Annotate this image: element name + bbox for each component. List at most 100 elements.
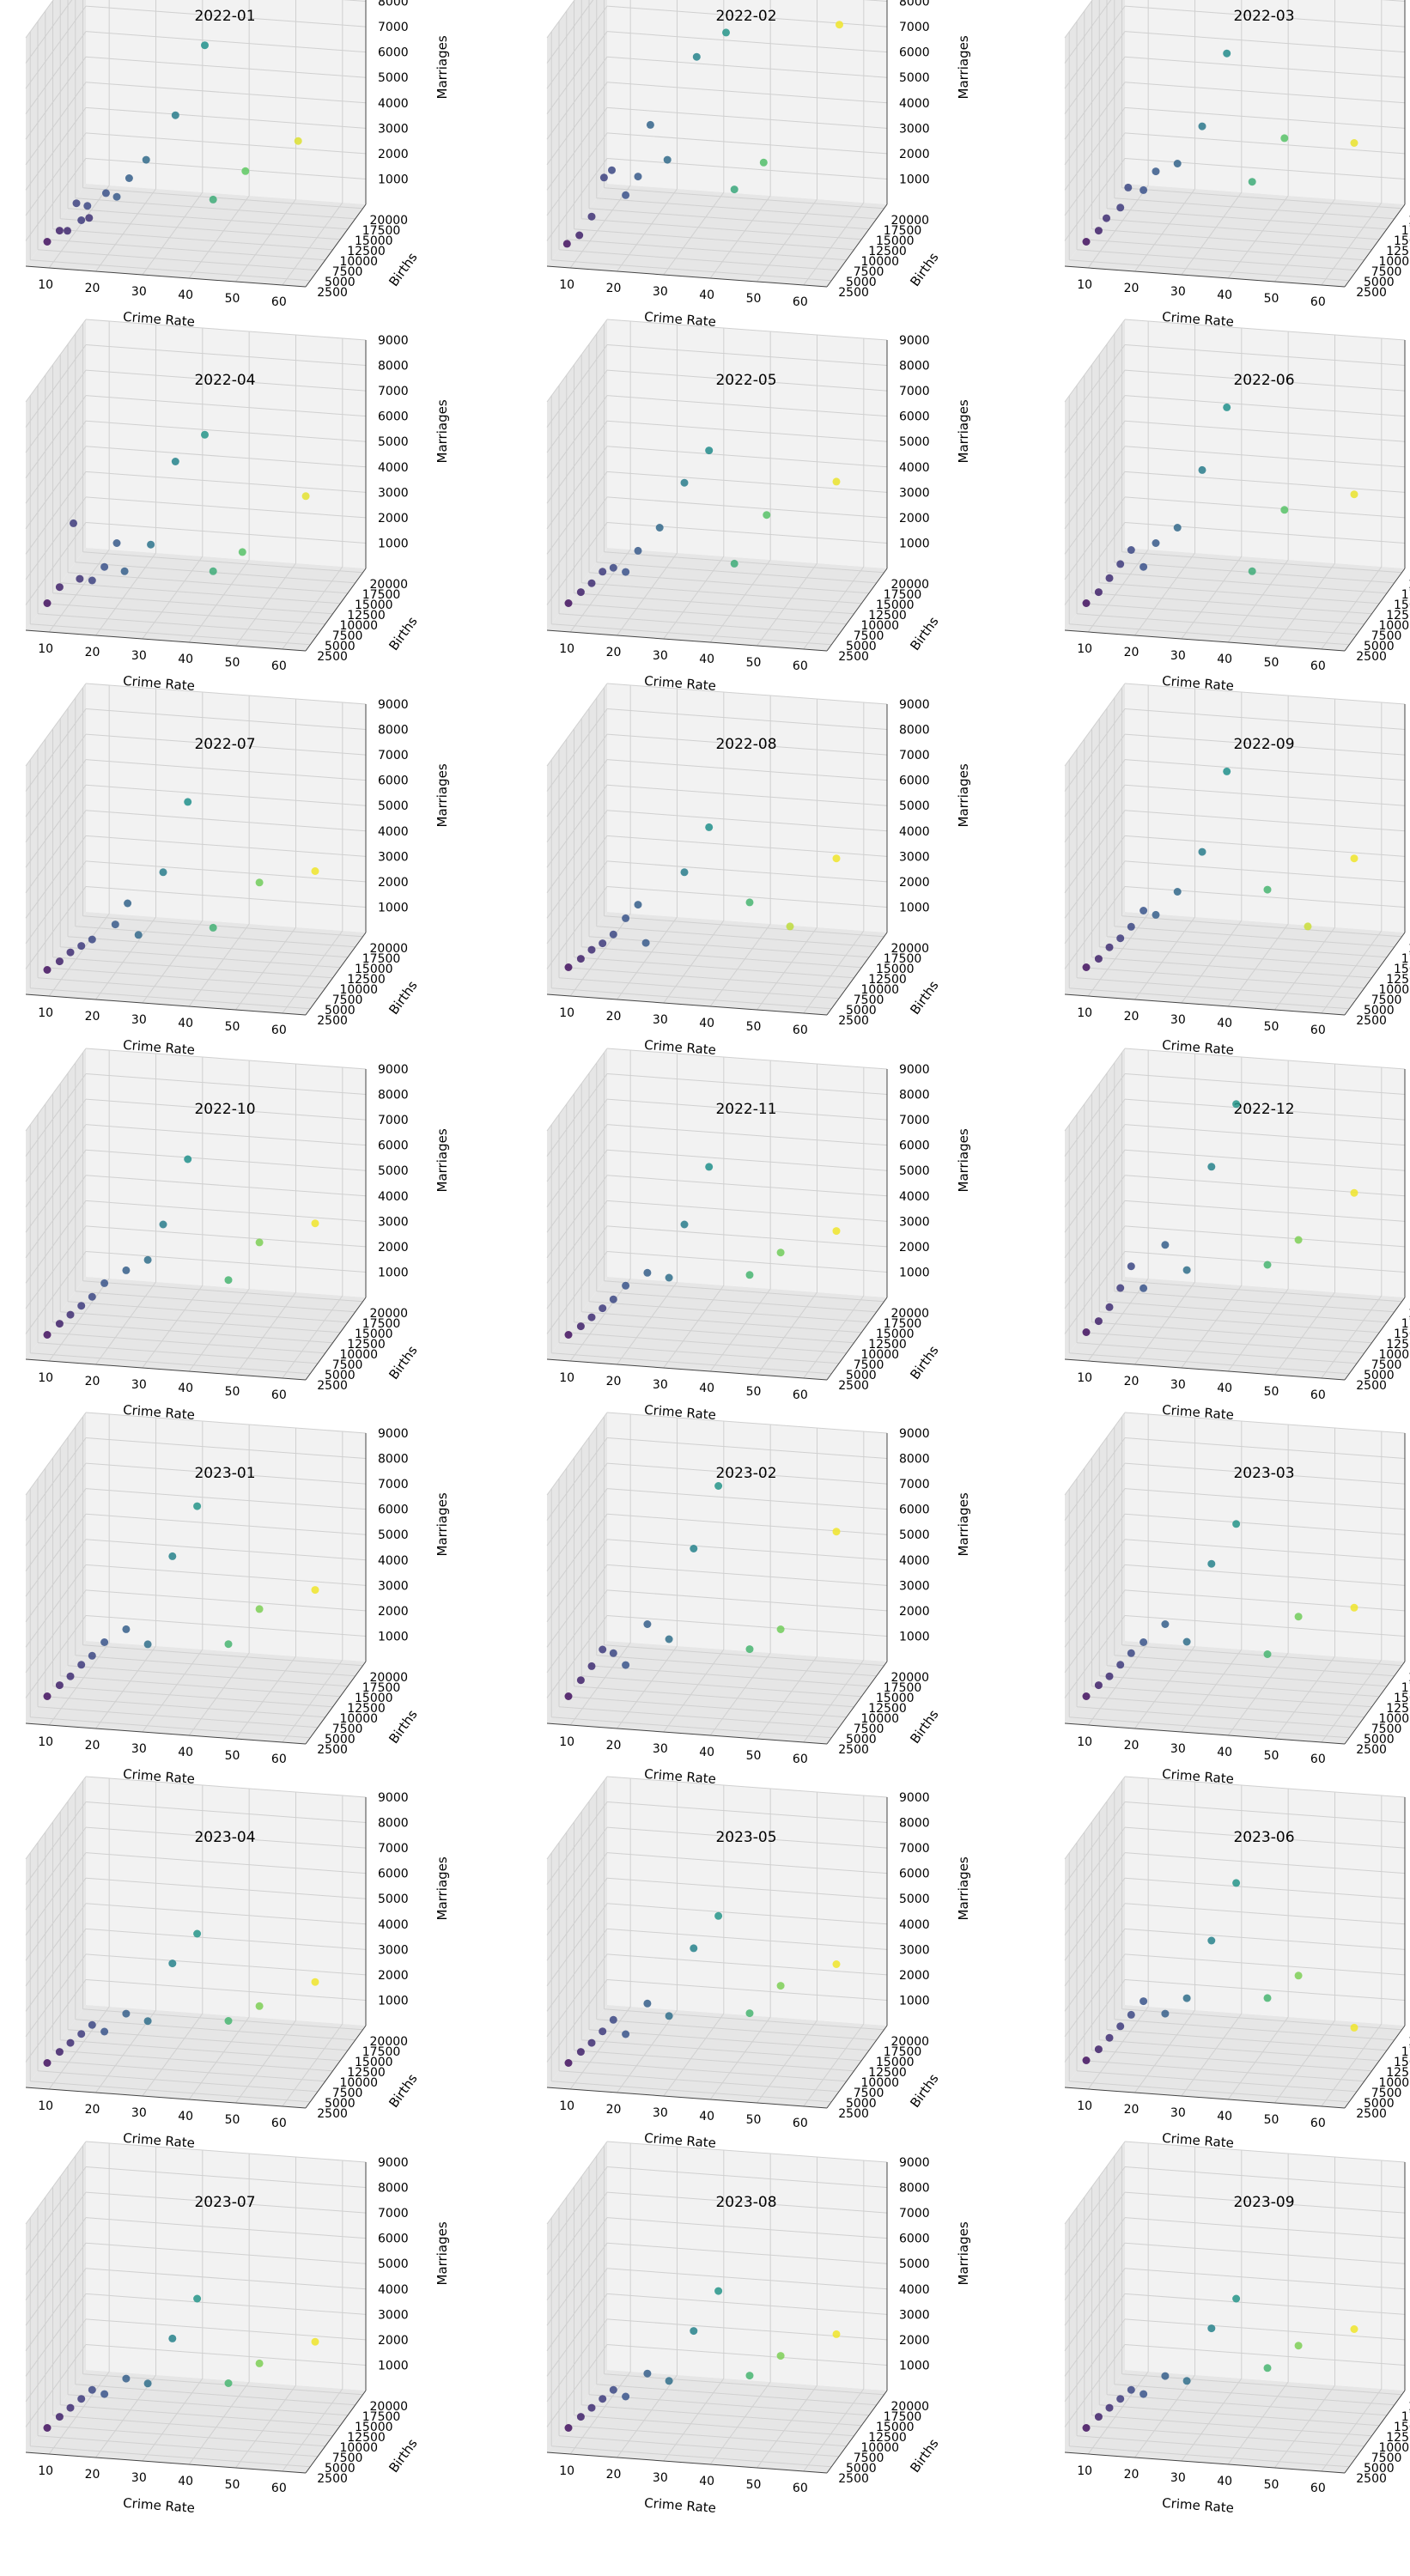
y-axis-label: Births <box>907 2071 941 2111</box>
z-tick-label: 2000 <box>899 1969 930 1983</box>
x-tick-label: 50 <box>225 1020 240 1034</box>
x-tick-label: 30 <box>1170 2106 1186 2120</box>
z-axis-label: Marriages <box>435 399 450 463</box>
pane-back <box>86 1777 366 2026</box>
data-point <box>201 431 209 439</box>
data-point <box>1295 1613 1303 1620</box>
x-tick-label: 50 <box>746 2113 762 2127</box>
pane-back <box>1125 2142 1405 2391</box>
data-point <box>144 1640 152 1648</box>
z-tick-label: 2000 <box>899 512 930 526</box>
data-point <box>1124 184 1132 191</box>
z-tick-label: 4000 <box>899 1190 930 1204</box>
x-tick-label: 40 <box>1217 2475 1232 2488</box>
z-tick-label: 5000 <box>378 435 409 449</box>
z-tick-label: 1000 <box>378 1994 409 2008</box>
subplot-2022-12: 1020304050602500500075001000012500150001… <box>1065 1048 1410 1423</box>
x-tick-label: 30 <box>131 2471 147 2485</box>
x-tick-label: 50 <box>1264 1020 1279 1034</box>
data-point <box>833 477 841 485</box>
data-point <box>256 2360 264 2367</box>
data-point <box>122 1625 130 1633</box>
data-point <box>1106 1303 1114 1311</box>
data-point <box>599 1304 606 1312</box>
data-point <box>1140 1285 1147 1292</box>
data-point <box>44 2424 52 2432</box>
data-point <box>1106 944 1114 951</box>
x-axis-label: Crime Rate <box>123 2495 196 2516</box>
data-point <box>312 867 319 875</box>
data-point <box>1223 404 1231 411</box>
subplot-title: 2022-06 <box>1233 372 1294 389</box>
data-point <box>1095 955 1103 963</box>
y-axis-label: Births <box>386 1707 420 1747</box>
z-tick-label: 5000 <box>899 71 930 85</box>
subplot-title: 2023-07 <box>194 2194 255 2211</box>
x-tick-label: 20 <box>606 1739 622 1753</box>
x-tick-label: 20 <box>606 2468 622 2482</box>
data-point <box>147 541 155 549</box>
z-tick-label: 2000 <box>899 876 930 890</box>
data-point <box>833 854 841 862</box>
x-tick-label: 10 <box>1077 642 1092 656</box>
x-tick-label: 60 <box>271 1388 287 1402</box>
data-point <box>622 2031 629 2038</box>
data-point <box>64 227 71 234</box>
subplot-title: 2022-01 <box>194 8 255 25</box>
x-tick-label: 30 <box>131 1742 147 1756</box>
data-point <box>77 2030 85 2038</box>
data-point <box>56 1320 64 1327</box>
data-point <box>144 1256 152 1264</box>
y-tick-label: 20000 <box>891 1671 930 1685</box>
z-tick-label: 7000 <box>899 1114 930 1127</box>
x-tick-label: 30 <box>653 1742 668 1756</box>
data-point <box>144 2379 152 2387</box>
pane-back <box>86 1048 366 1297</box>
x-tick-label: 60 <box>271 295 287 309</box>
data-point <box>1223 768 1231 775</box>
data-point <box>256 878 264 886</box>
x-tick-label: 40 <box>699 2475 714 2488</box>
data-point <box>113 193 121 201</box>
z-tick-label: 8000 <box>378 1453 409 1467</box>
z-tick-label: 8000 <box>899 1817 930 1831</box>
z-tick-label: 7000 <box>899 1478 930 1492</box>
data-point <box>124 900 131 908</box>
z-tick-label: 4000 <box>378 825 409 839</box>
x-tick-label: 30 <box>1170 285 1186 299</box>
x-tick-label: 20 <box>85 1010 100 1024</box>
data-point <box>1232 2295 1240 2303</box>
z-axis-label: Marriages <box>435 1856 450 1920</box>
data-point <box>1095 2413 1103 2421</box>
z-tick-label: 9000 <box>378 1063 409 1077</box>
data-point <box>665 1274 673 1282</box>
y-axis-label: Births <box>907 614 941 653</box>
data-point <box>763 511 770 519</box>
data-point <box>1249 178 1256 185</box>
subplot-title: 2022-05 <box>715 372 776 389</box>
data-point <box>168 1959 176 1967</box>
z-tick-label: 9000 <box>899 1791 930 1805</box>
data-point <box>184 1156 191 1163</box>
z-tick-label: 4000 <box>899 97 930 111</box>
pane-back <box>1125 683 1405 933</box>
z-tick-label: 7000 <box>378 749 409 762</box>
z-tick-label: 9000 <box>899 334 930 348</box>
z-tick-label: 2000 <box>899 2334 930 2348</box>
data-point <box>1264 2364 1272 2372</box>
data-point <box>144 2017 152 2025</box>
data-point <box>77 2395 85 2403</box>
z-axis-label: Marriages <box>435 2221 450 2285</box>
z-tick-label: 5000 <box>378 1164 409 1178</box>
x-tick-label: 50 <box>225 2113 240 2127</box>
data-point <box>201 41 209 49</box>
x-tick-label: 50 <box>746 2478 762 2492</box>
z-tick-label: 5000 <box>378 799 409 813</box>
data-point <box>1280 134 1288 142</box>
z-tick-label: 9000 <box>899 2156 930 2170</box>
x-tick-label: 50 <box>1264 656 1279 670</box>
data-point <box>588 1314 596 1321</box>
